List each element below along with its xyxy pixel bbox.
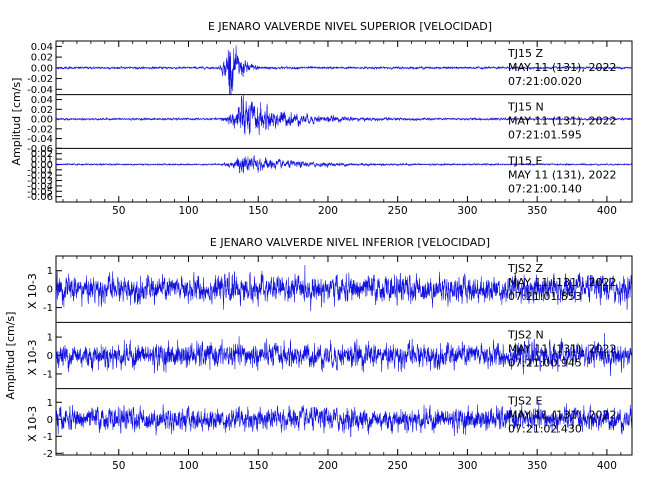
chart-title: E JENARO VALVERDE NIVEL SUPERIOR [VELOCI… bbox=[208, 20, 492, 33]
trace-annotation-line: MAY 11 (131), 2022 bbox=[508, 409, 616, 422]
y-tick-label: -0.02 bbox=[27, 124, 53, 135]
x-tick-label: 100 bbox=[178, 460, 198, 472]
x-tick-label: 400 bbox=[597, 205, 617, 217]
x-tick-label: 250 bbox=[388, 460, 408, 472]
y-tick-label: -0.06 bbox=[27, 192, 53, 203]
waveform-trace bbox=[56, 94, 632, 135]
y-tick-label: 0 bbox=[47, 415, 53, 426]
waveform-trace bbox=[56, 332, 632, 377]
y-tick-label: -1 bbox=[43, 432, 53, 443]
y-tick-label: 0.04 bbox=[31, 42, 53, 53]
y-tick-label: 1 bbox=[47, 266, 53, 277]
trace-annotation-line: 07:21:02.430 bbox=[508, 423, 582, 436]
y-tick-label: -0.04 bbox=[27, 181, 53, 192]
x-tick-label: 200 bbox=[318, 205, 338, 217]
y-scale-label: X 10-3 bbox=[26, 406, 39, 442]
trace-annotation-line: 07:21:00.945 bbox=[508, 356, 582, 369]
y-tick-label: -0.02 bbox=[27, 171, 53, 182]
y-tick-label: -1 bbox=[43, 369, 53, 380]
trace-annotation-line: TJS2 Z bbox=[507, 262, 543, 275]
trace-annotation-line: 07:21:00.140 bbox=[508, 182, 582, 195]
panel-1-3: 0.020.010.00-0.01-0.02-0.03-0.04-0.05-0.… bbox=[27, 147, 632, 203]
x-tick-label: 50 bbox=[112, 460, 125, 472]
x-tick-label: 150 bbox=[248, 460, 268, 472]
x-tick-label: 50 bbox=[112, 205, 125, 217]
x-tick-label: 300 bbox=[457, 205, 477, 217]
y-tick-label: -0.05 bbox=[27, 187, 53, 198]
trace-annotation-line: MAY 11 (131), 2022 bbox=[508, 342, 616, 355]
y-axis-label: Amplitud [cm/s] bbox=[10, 78, 23, 166]
y-tick-label: -0.02 bbox=[27, 74, 53, 85]
waveform-trace bbox=[56, 155, 632, 174]
x-tick-label: 350 bbox=[527, 460, 547, 472]
y-tick-label: 0.01 bbox=[31, 155, 53, 166]
plot-frame bbox=[55, 40, 633, 203]
trace-annotation-line: MAY 11 (131), 2022 bbox=[508, 61, 616, 74]
chart-2: E JENARO VALVERDE NIVEL INFERIOR [VELOCI… bbox=[4, 236, 633, 472]
y-tick-label: -1 bbox=[43, 303, 53, 314]
y-tick-label: 0.00 bbox=[31, 63, 53, 74]
x-tick-label: 350 bbox=[527, 205, 547, 217]
chart-title: E JENARO VALVERDE NIVEL INFERIOR [VELOCI… bbox=[210, 236, 490, 249]
y-tick-label: 0 bbox=[47, 285, 53, 296]
trace-annotation-line: TJS2 N bbox=[507, 328, 544, 341]
chart-1: E JENARO VALVERDE NIVEL SUPERIOR [VELOCI… bbox=[10, 20, 633, 217]
y-tick-label: 0.02 bbox=[31, 149, 53, 160]
x-tick-label: 200 bbox=[318, 460, 338, 472]
y-scale-label: X 10-3 bbox=[26, 340, 39, 376]
trace-annotation-line: MAY 11 (131), 2022 bbox=[508, 168, 616, 181]
y-tick-label: -0.06 bbox=[27, 144, 53, 155]
trace-annotation-line: TJS2 E bbox=[507, 395, 542, 408]
y-scale-label: X 10-3 bbox=[26, 273, 39, 309]
y-tick-label: 0.02 bbox=[31, 105, 53, 116]
y-tick-label: -0.01 bbox=[27, 165, 53, 176]
waveform-trace bbox=[56, 45, 632, 95]
x-tick-label: 400 bbox=[597, 460, 617, 472]
y-tick-label: 0.04 bbox=[31, 95, 53, 106]
y-axis-label: Amplitud [cm/s] bbox=[4, 312, 17, 400]
y-tick-label: -2 bbox=[43, 449, 53, 460]
trace-annotation-line: TJ15 E bbox=[507, 154, 542, 167]
waveform-trace bbox=[56, 401, 632, 438]
x-tick-label: 100 bbox=[178, 205, 198, 217]
trace-annotation-line: TJ15 N bbox=[507, 101, 544, 114]
x-tick-label: 250 bbox=[388, 205, 408, 217]
y-tick-label: 1 bbox=[47, 398, 53, 409]
x-tick-label: 150 bbox=[248, 205, 268, 217]
trace-annotation-line: MAY 11 (131), 2022 bbox=[508, 276, 616, 289]
y-tick-label: -0.03 bbox=[27, 176, 53, 187]
trace-annotation-line: MAY 11 (131), 2022 bbox=[508, 115, 616, 128]
trace-annotation-line: 07:21:01.595 bbox=[508, 129, 582, 142]
trace-annotation-line: 07:21:00.020 bbox=[508, 75, 582, 88]
y-tick-label: 0.02 bbox=[31, 53, 53, 64]
trace-annotation-line: 07:21:01.853 bbox=[508, 290, 582, 303]
y-tick-label: 0.00 bbox=[31, 115, 53, 126]
waveform-trace bbox=[56, 265, 632, 312]
y-tick-label: 0.00 bbox=[31, 160, 53, 171]
trace-annotation-line: TJ15 Z bbox=[507, 47, 543, 60]
y-tick-label: 0 bbox=[47, 351, 53, 362]
x-tick-label: 300 bbox=[457, 460, 477, 472]
y-tick-label: 1 bbox=[47, 333, 53, 344]
y-tick-label: -0.04 bbox=[27, 134, 53, 145]
y-tick-label: -0.04 bbox=[27, 85, 53, 96]
